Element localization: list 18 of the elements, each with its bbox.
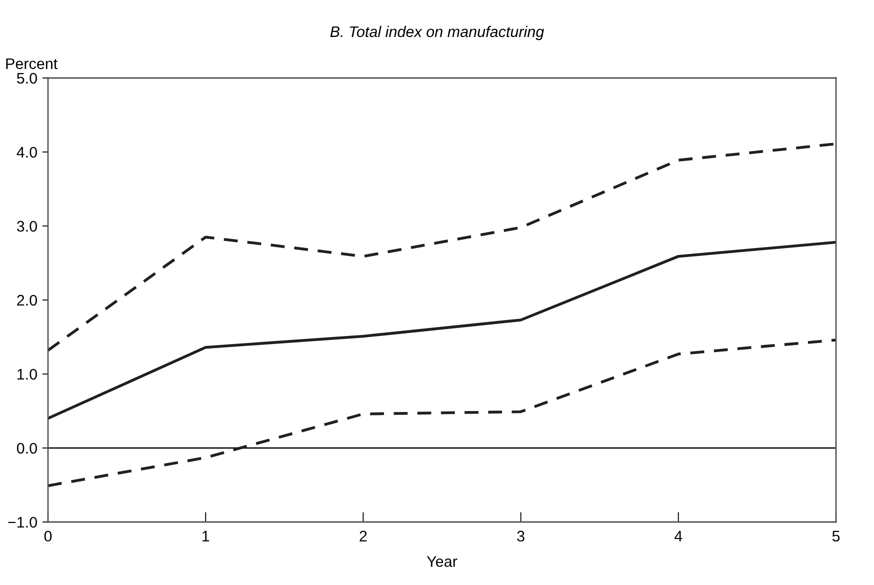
x-tick-label: 5 xyxy=(832,530,840,542)
x-tick-label: 3 xyxy=(517,530,524,542)
y-tick-label: 1.0 xyxy=(18,368,37,380)
x-tick-label: 0 xyxy=(44,530,52,542)
y-tick-label: 3.0 xyxy=(16,220,37,232)
y-tick-label: 2.0 xyxy=(17,294,37,306)
y-tick-label: −1.0 xyxy=(8,516,37,528)
chart-title: B. Total index on manufacturing xyxy=(330,26,544,40)
line-series xyxy=(48,142,836,352)
x-tick-label: 1 xyxy=(202,530,210,542)
x-tick-label: 2 xyxy=(360,530,367,542)
y-axis-title: Percent xyxy=(6,58,58,70)
x-axis-title: Year xyxy=(426,556,458,567)
x-tick-label: 4 xyxy=(674,530,682,542)
y-tick-label: 5.0 xyxy=(16,72,37,84)
y-tick-label: 0.0 xyxy=(16,442,37,454)
line-series xyxy=(48,240,836,420)
y-tick-label: 4.0 xyxy=(16,146,37,158)
